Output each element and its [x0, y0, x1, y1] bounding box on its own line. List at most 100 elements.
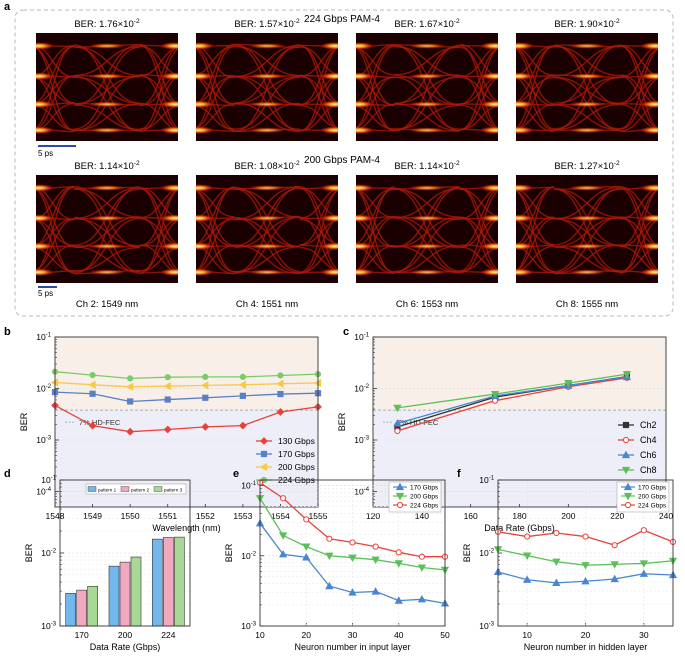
eye-diagram	[196, 33, 338, 141]
data-point	[302, 553, 311, 561]
eye-hotspot	[247, 269, 287, 276]
legend-label: Ch4	[640, 435, 657, 445]
series-line	[54, 404, 319, 433]
data-point	[326, 535, 333, 542]
series-170-gbps	[255, 518, 450, 607]
ber-label-exponent: -2	[294, 160, 300, 167]
eye-hotspot	[87, 215, 127, 222]
ber-label-mantissa: BER: 1.14×10	[74, 161, 133, 172]
eye-trace	[234, 186, 300, 274]
series-line	[397, 377, 628, 432]
x-tick-label: 200	[561, 511, 575, 521]
y-tick-label-mantissa: 10	[41, 475, 51, 485]
data-point	[553, 529, 560, 537]
eye-hotspot	[516, 72, 535, 81]
eye-hotspot	[407, 73, 447, 80]
ber-label-mantissa: BER: 1.90×10	[554, 19, 613, 30]
eye-trace	[619, 48, 658, 130]
data-point	[393, 419, 402, 427]
x-tick-label: 10	[522, 630, 532, 640]
y-tick-label-mantissa: 10	[354, 486, 364, 496]
legend-label: 200 Gbps	[638, 494, 667, 501]
legend-label: pattern 3	[164, 488, 183, 493]
data-point	[623, 492, 633, 501]
y-tick-label-mantissa: 10	[479, 548, 489, 558]
data-point	[418, 553, 425, 560]
eye-hotspot	[407, 42, 447, 49]
panel-label-c: c	[343, 326, 349, 338]
y-tick-label-exponent: -2	[51, 549, 56, 555]
data-point	[164, 396, 171, 403]
bar	[174, 536, 185, 627]
eye-hotspot	[196, 242, 215, 251]
data-point	[238, 380, 246, 389]
x-tick-label: 30	[639, 630, 649, 640]
x-tick-label: 160	[464, 511, 478, 521]
data-point	[395, 492, 405, 501]
y-tick-label: 10-4	[354, 486, 369, 496]
eye-hotspot	[159, 72, 178, 81]
x-tick-label: 180	[512, 511, 526, 521]
eye-hotspot	[356, 268, 375, 277]
data-point	[277, 390, 284, 398]
ber-label: BER: 1.14×10-2	[394, 160, 460, 172]
data-point	[88, 380, 96, 389]
series-line	[54, 391, 319, 403]
fec-threshold-label: 7% HD-FEC	[397, 418, 439, 427]
data-point	[127, 375, 134, 382]
data-point	[89, 390, 96, 397]
legend-swatch	[120, 486, 130, 492]
eye-hotspot	[516, 41, 535, 50]
eye-traces	[516, 183, 658, 277]
eye-traces	[356, 41, 498, 135]
ber-label-mantissa: BER: 1.14×10	[394, 161, 453, 172]
data-point	[417, 564, 427, 572]
eye-hotspot	[516, 100, 535, 109]
eye-hotspot	[407, 184, 447, 191]
ber-label-mantissa: BER: 1.08×10	[234, 161, 293, 172]
y-axis-label: BER	[462, 543, 472, 562]
y-tick-label-exponent: -1	[364, 333, 370, 339]
legend-swatch	[87, 486, 97, 492]
eye-hotspot	[567, 73, 607, 80]
eye-hotspot	[319, 268, 338, 277]
eye-hotspot	[516, 126, 535, 135]
eye-hotspot	[196, 183, 215, 192]
panel-label-d: d	[4, 468, 11, 480]
eye-hotspot	[407, 269, 447, 276]
data-point	[622, 436, 630, 444]
eye-hotspot	[319, 72, 338, 81]
channel-label: Ch 6: 1553 nm	[396, 299, 458, 310]
series-line	[397, 376, 628, 425]
eye-hotspot	[639, 183, 658, 192]
eye-hotspot	[639, 268, 658, 277]
y-tick-label-exponent: -3	[51, 622, 57, 628]
ber-label-exponent: -2	[454, 18, 460, 25]
data-point	[277, 372, 284, 379]
x-tick-label: 224	[161, 630, 175, 640]
y-tick-label-mantissa: 10	[241, 481, 251, 491]
ber-label-exponent: -2	[134, 160, 140, 167]
y-tick-label-exponent: -2	[364, 384, 369, 390]
eye-trace	[234, 76, 300, 105]
eye-traces	[36, 41, 178, 135]
legend-swatch	[153, 486, 163, 492]
eye-hotspot	[196, 41, 215, 50]
y-tick-label-mantissa: 10	[354, 435, 364, 445]
y-tick-label: 10-2	[479, 548, 494, 558]
data-point	[348, 588, 357, 596]
plot-frame	[497, 479, 674, 627]
eye-hotspot	[319, 126, 338, 135]
eye-traces	[36, 183, 178, 277]
eye-hotspot	[87, 184, 127, 191]
y-tick-label-mantissa: 10	[354, 332, 364, 342]
eye-trace	[459, 190, 498, 272]
eye-diagram-grid: BER: 1.76×10-2 BER: 1.57×10-2 BER: 1.67×10…	[36, 18, 658, 310]
series-200-gbps	[50, 378, 322, 391]
eye-diagram	[356, 33, 498, 141]
eye-hotspot	[36, 183, 55, 192]
bar	[65, 593, 76, 627]
eye-trace	[394, 44, 460, 132]
series-130-gbps	[51, 401, 322, 436]
eye-hotspot	[247, 42, 287, 49]
